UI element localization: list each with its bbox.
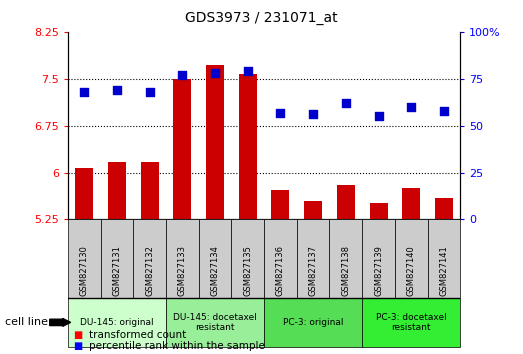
Point — [309, 112, 317, 117]
Bar — [100, 219, 133, 297]
Text: GSM827141: GSM827141 — [439, 245, 448, 296]
Bar — [428, 219, 460, 297]
Bar — [337, 185, 355, 219]
Text: GSM827132: GSM827132 — [145, 245, 154, 296]
Bar — [264, 219, 297, 297]
Text: ■: ■ — [73, 330, 83, 339]
Bar — [166, 297, 264, 347]
Point — [440, 108, 448, 114]
Bar — [239, 74, 257, 219]
Point — [80, 89, 88, 95]
Bar — [370, 202, 388, 219]
Bar — [297, 219, 329, 297]
Text: GDS3973 / 231071_at: GDS3973 / 231071_at — [185, 11, 338, 25]
Text: cell line: cell line — [5, 318, 48, 327]
Text: DU-145: docetaxel
resistant: DU-145: docetaxel resistant — [173, 313, 257, 332]
Text: GSM827135: GSM827135 — [243, 245, 252, 296]
Text: GSM827136: GSM827136 — [276, 245, 285, 296]
Bar — [133, 219, 166, 297]
Bar — [329, 219, 362, 297]
Point — [276, 110, 285, 115]
Point — [178, 72, 187, 78]
Bar — [264, 297, 362, 347]
Bar — [166, 219, 199, 297]
Point — [145, 89, 154, 95]
Text: GSM827133: GSM827133 — [178, 245, 187, 296]
Bar — [75, 167, 93, 219]
Text: PC-3: original: PC-3: original — [283, 318, 344, 327]
Bar — [206, 65, 224, 219]
Text: GSM827130: GSM827130 — [80, 245, 89, 296]
Bar — [402, 188, 420, 219]
Bar — [141, 162, 158, 219]
Text: GSM827138: GSM827138 — [342, 245, 350, 296]
Text: GSM827140: GSM827140 — [407, 245, 416, 296]
Bar — [68, 297, 166, 347]
Text: ■: ■ — [73, 341, 83, 351]
Text: PC-3: docetaxel
resistant: PC-3: docetaxel resistant — [376, 313, 447, 332]
Point — [407, 104, 415, 110]
Text: transformed count: transformed count — [89, 330, 186, 339]
Bar — [68, 219, 100, 297]
Bar — [231, 219, 264, 297]
Bar — [362, 297, 460, 347]
Bar — [395, 219, 428, 297]
Bar — [271, 190, 289, 219]
Text: DU-145: original: DU-145: original — [80, 318, 154, 327]
Bar — [304, 201, 322, 219]
Text: GSM827131: GSM827131 — [112, 245, 121, 296]
Text: GSM827139: GSM827139 — [374, 245, 383, 296]
Text: GSM827134: GSM827134 — [211, 245, 220, 296]
Text: GSM827137: GSM827137 — [309, 245, 317, 296]
Point — [244, 68, 252, 74]
Point — [342, 100, 350, 106]
Text: percentile rank within the sample: percentile rank within the sample — [89, 341, 265, 351]
Bar — [174, 79, 191, 219]
Point — [113, 87, 121, 93]
Bar — [435, 198, 453, 219]
Bar — [199, 219, 231, 297]
Bar — [362, 219, 395, 297]
Point — [211, 70, 219, 76]
Point — [374, 113, 383, 119]
Bar — [108, 162, 126, 219]
